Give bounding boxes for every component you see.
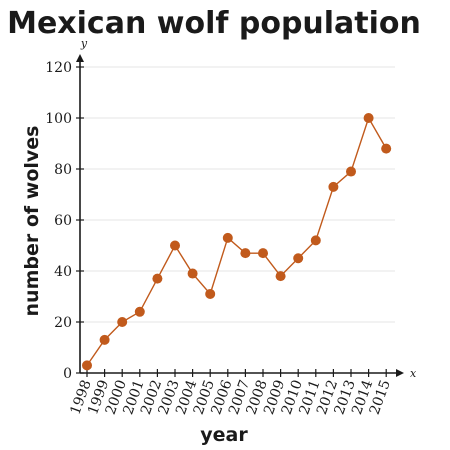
y-axis-variable: y (80, 37, 88, 50)
data-point-2001 (134, 306, 145, 317)
x-axis-arrow (396, 369, 404, 377)
data-point-2008 (258, 248, 268, 259)
data-point-2005 (205, 288, 216, 299)
x-axis-variable: x (410, 367, 417, 380)
data-point-2002 (152, 273, 163, 284)
y-tick-label: 60 (54, 213, 72, 229)
y-tick-label: 40 (54, 264, 72, 280)
data-point-2010 (293, 253, 304, 264)
x-ticks: 1998199920002001200220032004200520062007… (68, 369, 394, 417)
gridlines (80, 66, 395, 323)
data-point-1998 (82, 360, 92, 371)
data-point-2014 (363, 113, 374, 123)
data-point-2004 (187, 268, 198, 279)
y-tick-label: 120 (45, 60, 72, 76)
y-tick-label: 20 (54, 315, 72, 331)
y-axis-title: number of wolves (21, 126, 43, 317)
data-point-2003 (170, 240, 180, 251)
series-line (86, 116, 387, 366)
axes: x y (76, 37, 417, 380)
y-tick-label: 80 (54, 162, 72, 178)
data-point-1999 (99, 334, 110, 345)
data-point-2012 (328, 181, 339, 192)
y-tick-label: 100 (45, 111, 72, 127)
data-point-2013 (346, 166, 356, 177)
data-point-2009 (275, 271, 286, 282)
data-point-2007 (240, 248, 251, 259)
data-point-2006 (222, 232, 233, 243)
y-axis-arrow (76, 54, 84, 62)
data-point-2011 (310, 235, 321, 246)
data-point-2000 (117, 317, 128, 327)
y-ticks: 0 20 40 60 80 100 120 (45, 60, 84, 382)
series (82, 113, 392, 371)
x-axis-title: year (200, 424, 248, 446)
chart-title: Mexican wolf population (7, 6, 421, 41)
data-point-2015 (381, 143, 392, 154)
y-tick-label: 0 (63, 366, 72, 382)
